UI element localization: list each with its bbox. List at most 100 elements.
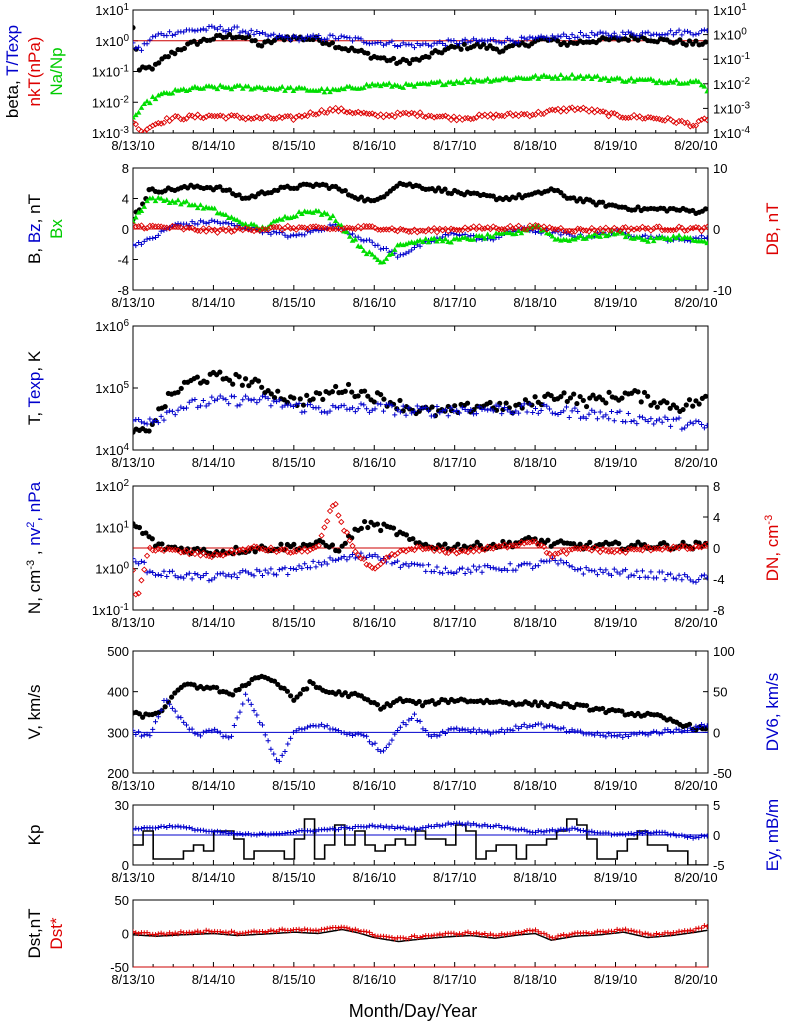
- data-point: [662, 577, 668, 583]
- data-point: [275, 388, 281, 394]
- data-point: [288, 37, 294, 43]
- data-point: [589, 731, 595, 737]
- data-point: [591, 544, 598, 551]
- data-point: [192, 570, 198, 576]
- data-point: [158, 572, 164, 578]
- data-point: [502, 39, 508, 45]
- data-point: [518, 34, 524, 40]
- data-point: [518, 539, 525, 546]
- data-point: [150, 235, 156, 241]
- data-point: [602, 109, 610, 116]
- data-point: [181, 45, 188, 52]
- data-point: [538, 33, 544, 39]
- data-point: [696, 31, 702, 37]
- data-point: [324, 109, 331, 116]
- data-point: [299, 409, 305, 415]
- data-point: [434, 932, 440, 938]
- data-point: [464, 226, 472, 233]
- data-point: [403, 532, 410, 538]
- data-point: [546, 224, 553, 231]
- data-point: [689, 225, 697, 232]
- data-point: [659, 931, 665, 937]
- data-point: [140, 714, 146, 720]
- data-point: [310, 209, 316, 215]
- data-point: [513, 567, 519, 573]
- data-point: [467, 115, 474, 123]
- data-point: [294, 694, 300, 700]
- data-point: [522, 397, 529, 403]
- data-point: [335, 728, 341, 734]
- data-point: [436, 225, 443, 232]
- data-point: [533, 406, 538, 412]
- data-point: [262, 567, 268, 573]
- data-point: [457, 566, 463, 572]
- series-texp: [133, 393, 708, 432]
- data-point: [326, 226, 334, 233]
- series-t: [133, 369, 708, 435]
- data-point: [487, 399, 493, 406]
- data-point: [599, 227, 607, 235]
- data-point: [143, 552, 151, 559]
- data-point: [442, 731, 448, 737]
- data-point: [540, 223, 548, 230]
- data-point: [521, 540, 528, 547]
- data-point: [192, 28, 198, 34]
- data-point: [138, 733, 144, 739]
- data-point: [453, 550, 460, 557]
- data-point: [217, 829, 223, 835]
- data-point: [521, 111, 528, 118]
- data-point: [144, 236, 150, 242]
- data-point: [209, 217, 215, 223]
- y2-tick-label: 8: [713, 479, 720, 494]
- data-point: [538, 721, 544, 727]
- data-point: [639, 931, 645, 937]
- data-point: [282, 232, 288, 238]
- data-point: [380, 558, 387, 565]
- data-point: [146, 428, 152, 434]
- data-point: [639, 414, 645, 420]
- data-point: [239, 85, 246, 91]
- data-point: [374, 521, 381, 527]
- data-point: [301, 85, 308, 91]
- y-tick-label: 1x105: [95, 380, 129, 396]
- data-point: [245, 570, 251, 576]
- data-point: [625, 29, 631, 35]
- data-point: [465, 78, 471, 84]
- data-point: [673, 235, 680, 241]
- data-point: [144, 930, 150, 936]
- data-point: [676, 572, 682, 578]
- data-point: [578, 415, 584, 421]
- data-point: [442, 407, 448, 413]
- data-point: [668, 832, 674, 838]
- data-point: [544, 34, 550, 40]
- data-point: [541, 559, 547, 565]
- data-point: [662, 414, 668, 420]
- data-point: [417, 934, 423, 940]
- data-point: [500, 48, 506, 54]
- data-point: [372, 740, 378, 746]
- data-point: [346, 108, 353, 116]
- data-point: [645, 238, 651, 244]
- data-point: [440, 408, 446, 414]
- data-point: [133, 223, 139, 230]
- data-point: [200, 205, 207, 211]
- data-point: [664, 235, 671, 241]
- data-point: [569, 408, 575, 414]
- data-point: [411, 933, 417, 939]
- data-point: [659, 419, 665, 425]
- data-point: [167, 701, 173, 707]
- data-point: [335, 405, 341, 411]
- data-point: [155, 232, 161, 238]
- data-point: [547, 558, 553, 564]
- data-point: [634, 568, 640, 574]
- data-point: [507, 409, 513, 415]
- data-point: [307, 565, 313, 571]
- data-point: [588, 106, 595, 113]
- y2-tick-label: -4: [713, 572, 725, 587]
- data-point: [237, 30, 243, 36]
- data-point: [656, 223, 663, 230]
- series-layer: [133, 23, 708, 133]
- data-point: [178, 574, 184, 580]
- data-point: [638, 399, 644, 405]
- data-point: [623, 419, 629, 425]
